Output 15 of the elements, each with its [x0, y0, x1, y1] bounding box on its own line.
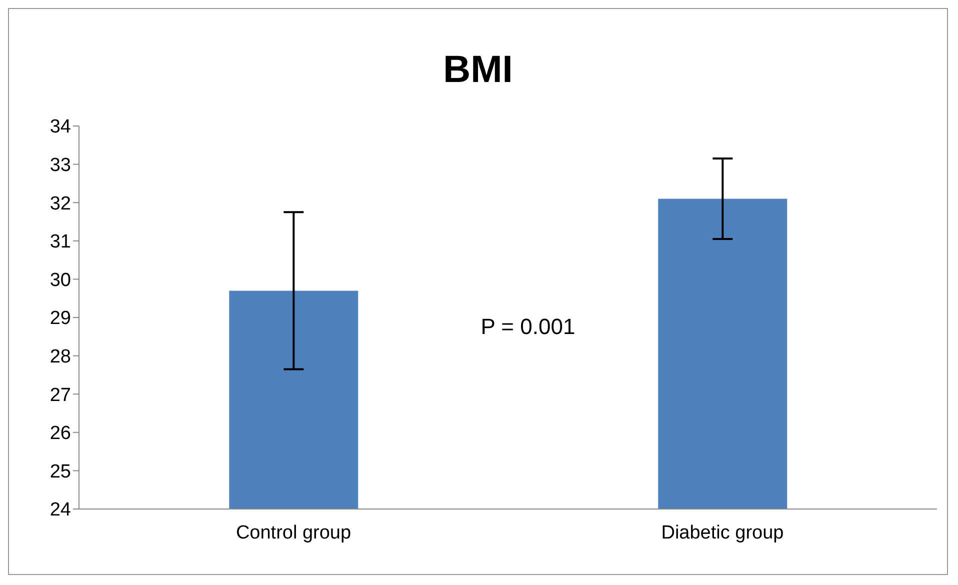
y-tick-label: 34 [50, 116, 72, 138]
annotation: P = 0.001 [480, 314, 576, 339]
chart-title: BMI [442, 49, 514, 92]
y-tick-label: 29 [50, 308, 71, 330]
y-tick-label: 33 [50, 155, 71, 176]
y-tick-label: 25 [50, 461, 71, 482]
x-tick-label: Control group [236, 522, 352, 544]
y-tick-label: 31 [50, 232, 71, 253]
y-tick-label: 26 [50, 423, 71, 444]
y-tick-label: 30 [50, 270, 71, 291]
y-tick-label: 24 [50, 500, 72, 521]
y-tick-label: 32 [50, 193, 71, 214]
y-tick-label: 27 [50, 384, 71, 406]
y-tick-label: 28 [50, 346, 71, 368]
x-tick-label: Diabetic group [661, 522, 784, 544]
